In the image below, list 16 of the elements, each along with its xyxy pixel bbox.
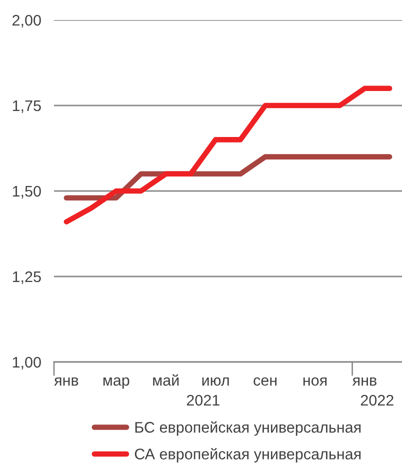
legend-label: СА европейская универсальная (134, 448, 361, 462)
x-tick-label: янв (54, 378, 78, 386)
legend-label: БС европейская универсальная (135, 421, 361, 436)
x-tick-label: май (153, 374, 179, 386)
x-tick-label: янв (352, 378, 376, 386)
x-tick-label: ноя (303, 377, 327, 386)
y-tick-label: 1,00 (12, 356, 41, 370)
text: 2021 (186, 394, 220, 406)
x-tick-label: июл (202, 377, 229, 386)
x-tick-label: мар (103, 377, 130, 389)
y-tick-label: 1,50 (12, 186, 41, 198)
y-tick-label: 1,75 (12, 100, 41, 113)
x-tick-label: сен (254, 377, 277, 386)
y-tick-label: 2,00 (12, 14, 41, 28)
y-tick-label: 1,25 (12, 271, 41, 284)
text: 2022 (360, 394, 394, 406)
